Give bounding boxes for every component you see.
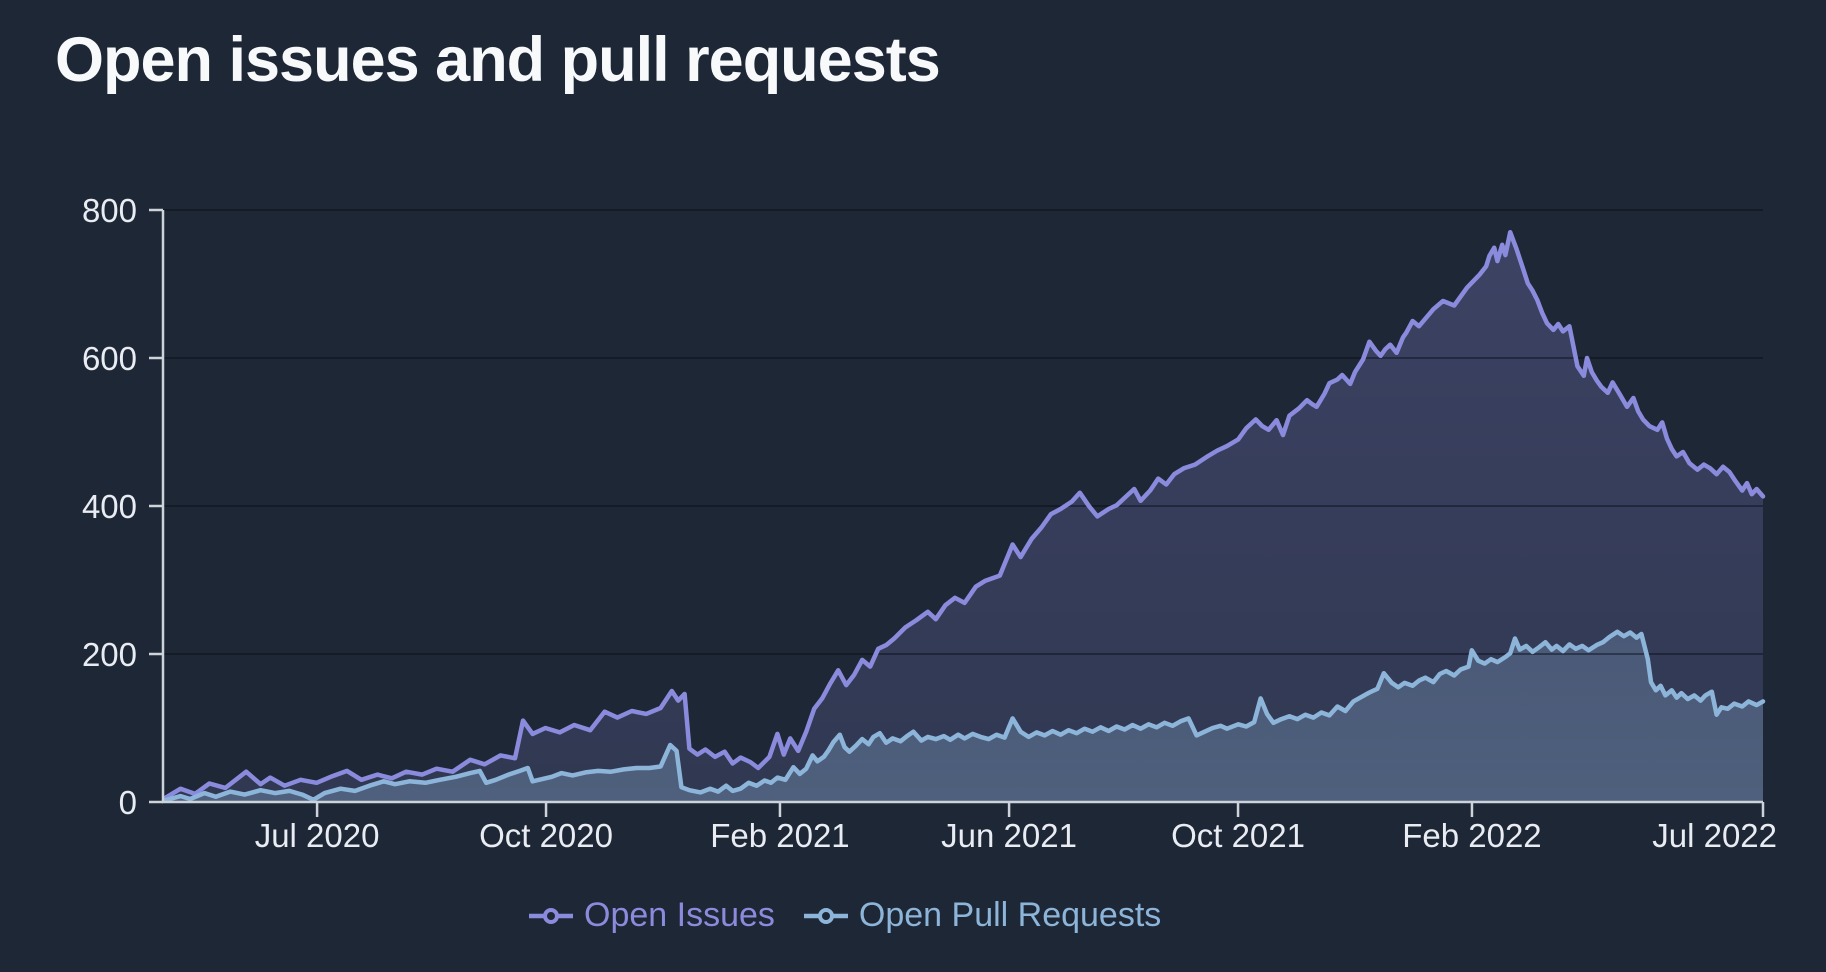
open-pull-requests-area — [164, 631, 1764, 802]
y-tick-label: 0 — [119, 784, 137, 821]
legend-item-open-pull-requests[interactable]: Open Pull Requests — [803, 896, 1161, 935]
legend-line-marker-icon — [803, 907, 848, 924]
open-pull-requests-line[interactable] — [162, 629, 1766, 803]
y-tick-label: 600 — [82, 340, 137, 377]
open-issues-line[interactable] — [162, 229, 1766, 801]
legend-line-marker-icon — [529, 907, 573, 924]
open-issues-area — [164, 232, 1764, 802]
y-tick-label: 400 — [82, 488, 137, 525]
x-tick-label: Feb 2022 — [1402, 817, 1541, 854]
chart-legend: Open Issues Open Pull Requests — [528, 896, 1161, 935]
legend-item-open-issues[interactable]: Open Issues — [528, 896, 775, 935]
x-tick-label: Jun 2021 — [941, 817, 1077, 854]
legend-label: Open Issues — [584, 896, 775, 934]
x-tick-label: Oct 2020 — [479, 817, 613, 854]
x-tick-label: Jul 2022 — [1652, 817, 1777, 854]
x-tick-label: Jul 2020 — [255, 817, 380, 854]
legend-label: Open Pull Requests — [858, 896, 1162, 934]
x-tick-label: Feb 2021 — [710, 817, 849, 854]
y-tick-label: 200 — [82, 636, 137, 673]
chart-title: Open issues and pull requests — [55, 25, 941, 95]
x-tick-label: Oct 2021 — [1171, 817, 1305, 854]
y-tick-label: 800 — [82, 192, 137, 229]
